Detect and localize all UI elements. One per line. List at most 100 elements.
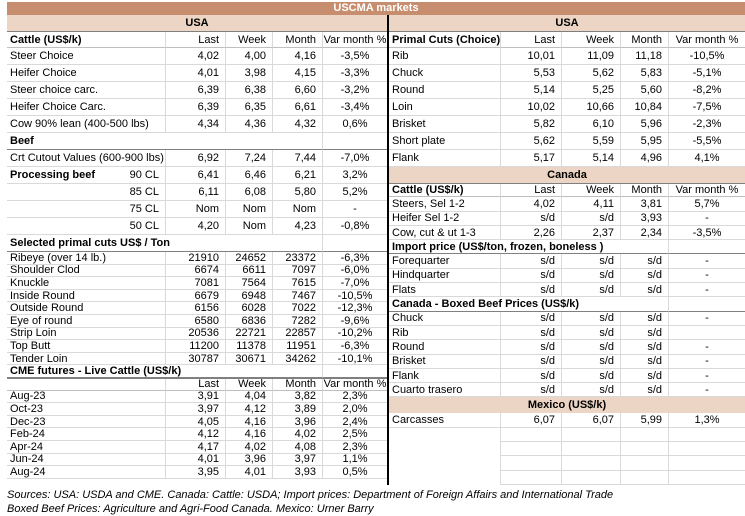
cell-last: s/d [500, 383, 561, 398]
cell-week: 2,37 [561, 225, 620, 241]
table-row: Oct-23 3,97 4,12 3,89 2,0% [7, 403, 387, 416]
cell-var: -6,3% [322, 252, 387, 265]
cell-last: 3,97 [165, 403, 225, 416]
cell-var: -6,0% [322, 264, 387, 278]
cell-last: 4,34 [165, 116, 225, 133]
cell-month: s/d [620, 354, 668, 369]
cell-week: 7564 [225, 277, 272, 290]
row-label: Cuarto trasero [389, 383, 500, 398]
cell-empty [561, 456, 620, 471]
cell-var [322, 133, 387, 150]
table-row: Heifer Choice 4,01 3,98 4,15 -3,3% [7, 65, 387, 82]
cell-month: 7282 [272, 314, 322, 328]
cell-var: -3,2% [322, 82, 387, 99]
cell-month: s/d [620, 268, 668, 284]
table-row: Steer choice carc. 6,39 6,38 6,60 -3,2% [7, 82, 387, 99]
column-header-row: Primal Cuts (Choice) Last Week Month Var mon… [389, 31, 745, 48]
row-label: Steer Choice [7, 48, 165, 65]
column-header-row: Cattle (US$/k) Last Week Month Var month % [389, 183, 745, 198]
row-label: Crt Cutout Values (600-900 lbs) [7, 150, 165, 167]
cell-var: -12,3% [322, 302, 387, 315]
row-label: Strip Loin [7, 328, 165, 341]
table-row: Flank s/d s/d s/d - [389, 368, 745, 384]
cell-var [322, 235, 387, 252]
cell-var: -10,1% [322, 352, 387, 366]
cell-month: 7615 [272, 277, 322, 290]
cell-month: 4,15 [272, 65, 322, 82]
row-label: Rib [389, 326, 500, 341]
cell-var: -10,5% [668, 48, 745, 65]
table-row: Rib s/d s/d s/d [389, 325, 745, 341]
cell-week: 4,16 [225, 428, 272, 441]
col-header-month: Month [272, 378, 322, 391]
cell-week: s/d [561, 268, 620, 284]
cell-month: Nom [272, 201, 322, 218]
col-header-last: Last [500, 184, 561, 198]
cell-last: 4,01 [165, 453, 225, 467]
row-label: Aug-23 [7, 391, 165, 404]
cell-var: -3,5% [668, 225, 745, 241]
cell-var: - [668, 311, 745, 326]
cell-var: -10,5% [322, 289, 387, 303]
row-label: Feb-24 [7, 428, 165, 441]
cell-month: 6,60 [272, 82, 322, 99]
table-row: Short plate 5,62 5,59 5,95 -5,5% [389, 133, 745, 150]
row-label: 85 CL [7, 184, 165, 201]
row-label: Heifer Choice [7, 65, 165, 82]
table-row: Heifer Sel 1-2 s/d s/d 3,93- [389, 211, 745, 226]
cell-week: 6,38 [225, 82, 272, 99]
cell-month: 7097 [272, 264, 322, 278]
cell-var: 1,3% [668, 413, 745, 428]
col-header-week: Week [561, 32, 620, 48]
cell-last: 5,14 [500, 82, 561, 99]
table-row: 50 CL 4,20 Nom 4,23 -0,8% [7, 218, 387, 235]
cell-month: 11,18 [620, 48, 668, 65]
cell-var: 3,2% [322, 167, 387, 184]
cell-last: s/d [500, 354, 561, 369]
cell-var: - [668, 340, 745, 355]
sources-line-2: Boxed Beef Prices: Agriculture and Agri-… [7, 502, 374, 515]
section-header-row: Selected primal cuts US$ / Ton [7, 235, 387, 252]
row-label: Inside Round [7, 290, 165, 303]
row-label: 50 CL [7, 218, 165, 235]
cell-last: s/d [500, 268, 561, 284]
row-label: Shoulder Clod [7, 265, 165, 278]
cell-last: 6,92 [165, 150, 225, 167]
cell-month: 34262 [272, 352, 322, 366]
cell-month: 3,82 [272, 390, 322, 404]
cell-month: s/d [620, 368, 668, 384]
cell-week: 10,66 [561, 99, 620, 116]
section-label: Selected primal cuts US$ / Ton [7, 235, 322, 252]
empty-row [389, 427, 745, 443]
col-header-month: Month [620, 184, 668, 198]
table-row: Crt Cutout Values (600-900 lbs) 6,92 7,24 7… [7, 150, 387, 167]
table-row: Tender Loin 30787 30671 34262 -10,1% [7, 352, 387, 366]
report-title: USCMA markets [7, 2, 745, 15]
cell-month: 22857 [272, 327, 322, 341]
cell-week: 24652 [225, 252, 272, 265]
table-row: Inside Round 6679 6948 7467 -10,5% [7, 289, 387, 303]
row-label: Tender Loin [7, 353, 165, 366]
cell-month: s/d [620, 254, 668, 269]
col-header-var-month-: Var month % [668, 184, 745, 198]
row-label: Steer choice carc. [7, 82, 165, 99]
cell-last: 4,20 [165, 218, 225, 235]
cell-var: - [668, 268, 745, 284]
cell-month: 11951 [272, 340, 322, 353]
row-label [389, 442, 500, 456]
cell-week: 5,62 [561, 65, 620, 82]
cell-week: 6,46 [225, 167, 272, 184]
row-label: Cow 90% lean (400-500 lbs) [7, 116, 165, 133]
cell-week: 4,36 [225, 116, 272, 133]
cell-var: -5,1% [668, 65, 745, 82]
cell-last: 4,02 [165, 48, 225, 65]
table-row: Knuckle 7081 7564 7615 -7,0% [7, 277, 387, 290]
col-header-var-month-: Var month % [322, 378, 387, 391]
row-label-main: Processing beef [10, 169, 95, 181]
cell-last: 11200 [165, 340, 225, 353]
cell-week: 6,08 [225, 184, 272, 201]
cell-week: Nom [225, 201, 272, 218]
row-label: Short plate [389, 133, 500, 150]
cell-month: 3,93 [272, 466, 322, 479]
cell-week: 6,07 [561, 413, 620, 428]
